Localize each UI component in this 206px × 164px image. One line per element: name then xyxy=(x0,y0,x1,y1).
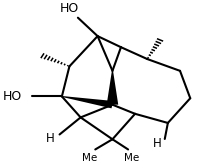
Text: H: H xyxy=(153,137,162,150)
Text: HO: HO xyxy=(60,2,79,15)
Text: H: H xyxy=(46,133,54,145)
Polygon shape xyxy=(62,96,114,108)
Text: Me: Me xyxy=(82,153,97,163)
Polygon shape xyxy=(107,71,118,105)
Text: Me: Me xyxy=(124,153,140,163)
Text: HO: HO xyxy=(2,90,22,103)
